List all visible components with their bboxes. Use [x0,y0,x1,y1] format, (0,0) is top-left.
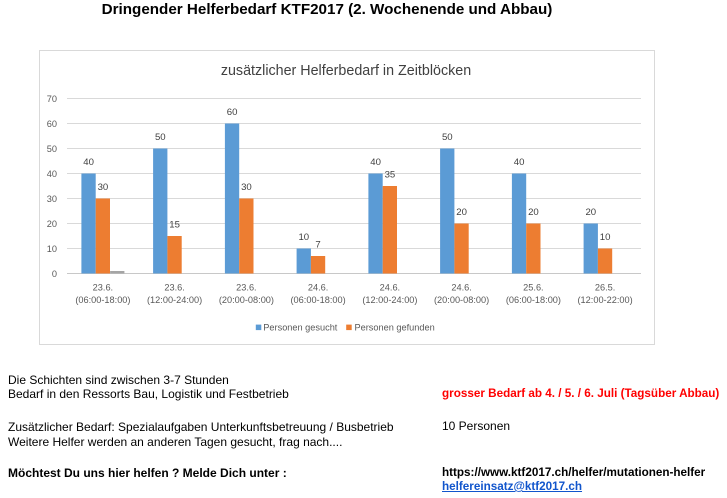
svg-text:(06:00-18:00): (06:00-18:00) [75,295,130,305]
svg-text:40: 40 [83,157,94,168]
svg-text:23.6.: 23.6. [93,283,113,293]
svg-text:50: 50 [442,132,453,143]
svg-text:60: 60 [227,107,238,118]
svg-text:20: 20 [456,207,467,218]
svg-text:(12:00-24:00): (12:00-24:00) [147,295,202,305]
svg-text:23.6.: 23.6. [236,283,256,293]
svg-text:0: 0 [52,269,57,279]
svg-text:26.5.: 26.5. [595,283,615,293]
svg-text:15: 15 [169,220,180,231]
svg-text:70: 70 [47,94,57,104]
svg-text:25.6.: 25.6. [523,283,543,293]
svg-text:40: 40 [514,157,525,168]
svg-text:20: 20 [528,207,539,218]
svg-text:Personen gefunden: Personen gefunden [355,322,435,332]
svg-text:35: 35 [385,170,396,181]
svg-text:30: 30 [241,182,252,193]
svg-text:7: 7 [315,240,320,251]
svg-text:20: 20 [47,219,57,229]
svg-text:10: 10 [600,232,611,243]
svg-text:24.6.: 24.6. [451,283,471,293]
svg-text:zusätzlicher Helferbedarf in Z: zusätzlicher Helferbedarf in Zeitblöcken [221,63,471,79]
svg-text:10: 10 [298,232,309,243]
svg-text:50: 50 [47,144,57,154]
svg-text:23.6.: 23.6. [164,283,184,293]
svg-text:Personen gesucht: Personen gesucht [263,322,338,332]
svg-text:40: 40 [47,169,57,179]
svg-text:(06:00-18:00): (06:00-18:00) [506,295,561,305]
svg-text:20: 20 [585,207,596,218]
svg-text:(12:00-24:00): (12:00-24:00) [362,295,417,305]
svg-text:(12:00-22:00): (12:00-22:00) [578,295,633,305]
svg-text:10: 10 [47,244,57,254]
svg-text:30: 30 [98,182,109,193]
svg-text:(20:00-08:00): (20:00-08:00) [219,295,274,305]
svg-text:60: 60 [47,119,57,129]
svg-text:24.6.: 24.6. [308,283,328,293]
svg-text:24.6.: 24.6. [380,283,400,293]
svg-text:(06:00-18:00): (06:00-18:00) [291,295,346,305]
svg-text:50: 50 [155,132,166,143]
svg-text:30: 30 [47,194,57,204]
svg-text:(20:00-08:00): (20:00-08:00) [434,295,489,305]
svg-text:40: 40 [370,157,381,168]
